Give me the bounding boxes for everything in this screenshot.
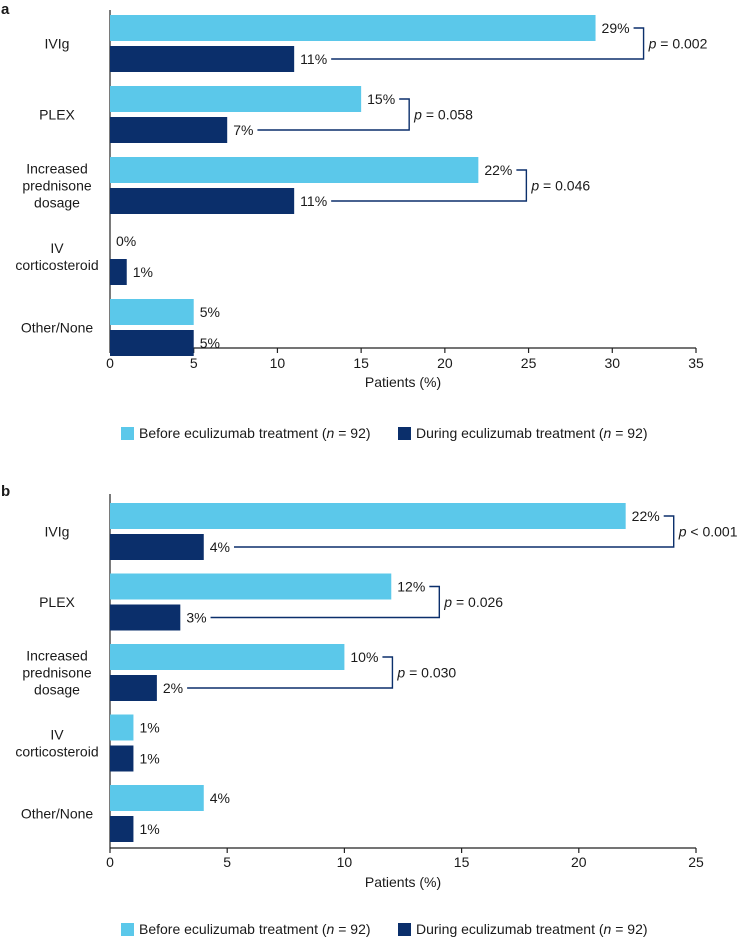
bar-label-during: 11% — [300, 193, 327, 209]
bar-label-during: 3% — [186, 610, 206, 626]
legend-label-during: During eculizumab treatment (n = 92) — [416, 425, 648, 441]
significance-bracket — [331, 169, 528, 202]
bar-label-before: 22% — [484, 162, 512, 178]
bar-before — [110, 86, 362, 112]
category-label: prednisone — [22, 178, 91, 194]
bar-label-during: 1% — [133, 264, 153, 280]
legend: Before eculizumab treatment (n = 92) Duri… — [121, 425, 648, 441]
x-axis-title: Patients (%) — [365, 374, 441, 390]
bar-label-during: 11% — [300, 51, 327, 67]
bar-during — [110, 46, 295, 72]
panel-letter: a — [1, 1, 10, 18]
category-label: Other/None — [21, 320, 94, 336]
category-label: corticosteroid — [15, 257, 98, 273]
bar-before — [110, 15, 596, 41]
bar-during — [110, 117, 228, 143]
p-value-label: p = 0.002 — [648, 36, 708, 52]
category-label: PLEX — [39, 594, 75, 610]
significance-bracket — [331, 27, 645, 60]
bar-label-during: 2% — [163, 680, 183, 696]
category-label: dosage — [34, 195, 80, 211]
bar-label-before: 29% — [602, 20, 630, 36]
legend-swatch-before — [121, 923, 134, 936]
p-value-label: p = 0.058 — [413, 107, 473, 123]
bar-label-before: 15% — [367, 91, 395, 107]
legend: Before eculizumab treatment (n = 92) Duri… — [121, 921, 648, 937]
significance-bracket — [233, 515, 675, 548]
x-tick-label: 30 — [604, 355, 620, 371]
x-tick-label: 20 — [571, 854, 587, 870]
bar-label-before: 12% — [397, 579, 425, 595]
x-axis-title: Patients (%) — [365, 874, 441, 890]
bar-during — [110, 534, 204, 560]
bar-label-before: 22% — [632, 508, 660, 524]
x-tick-label: 0 — [106, 355, 114, 371]
p-value-label: p = 0.030 — [396, 665, 456, 681]
legend-swatch-before — [121, 427, 134, 440]
category-label: IV — [50, 727, 64, 743]
bar-label-during: 1% — [139, 751, 159, 767]
panel-letter: b — [1, 483, 10, 500]
bar-label-during: 4% — [210, 539, 230, 555]
bar-label-before: 4% — [210, 790, 230, 806]
x-tick-label: 35 — [688, 355, 704, 371]
legend-swatch-during — [398, 427, 411, 440]
bar-label-during: 5% — [200, 335, 220, 351]
category-label: IV — [50, 240, 64, 256]
x-tick-label: 15 — [454, 854, 470, 870]
x-tick-label: 5 — [223, 854, 231, 870]
bar-before — [110, 785, 204, 811]
category-label: IVIg — [45, 36, 70, 52]
bar-during — [110, 745, 134, 772]
significance-bracket — [257, 98, 410, 131]
legend-label-before: Before eculizumab treatment (n = 92) — [139, 921, 371, 937]
x-tick-label: 10 — [337, 854, 353, 870]
bar-before — [110, 644, 345, 670]
x-tick-label: 10 — [270, 355, 286, 371]
bar-during — [110, 816, 134, 842]
category-label: Other/None — [21, 806, 94, 822]
chart-panel-b: b 0 5 10 15 20 25 Patients (%) IVIg 22% 4% p < 0.00… — [1, 483, 738, 937]
p-value-label: p = 0.026 — [443, 594, 503, 610]
chart-panel-a: a 0 5 10 15 20 25 30 35 Patients (%) IVIg 29% 11% p =… — [1, 1, 708, 441]
bar-before — [110, 573, 392, 600]
bar-label-before: 10% — [350, 649, 378, 665]
bar-during — [110, 604, 181, 631]
x-tick-label: 25 — [521, 355, 537, 371]
x-tick-label: 25 — [688, 854, 704, 870]
bar-label-during: 7% — [233, 122, 253, 138]
category-label: Increased — [26, 161, 87, 177]
p-value-label: p < 0.001 — [678, 524, 738, 540]
bar-label-during: 1% — [139, 821, 159, 837]
significance-bracket — [187, 656, 394, 689]
x-tick-label: 15 — [353, 355, 369, 371]
significance-bracket — [210, 585, 441, 619]
category-label: PLEX — [39, 107, 75, 123]
category-label: dosage — [34, 682, 80, 698]
category-label: prednisone — [22, 665, 91, 681]
legend-swatch-during — [398, 923, 411, 936]
bar-during — [110, 330, 194, 356]
bar-during — [110, 188, 295, 214]
bar-label-before: 5% — [200, 304, 220, 320]
bar-during — [110, 675, 157, 701]
category-label: corticosteroid — [15, 744, 98, 760]
legend-label-during: During eculizumab treatment (n = 92) — [416, 921, 648, 937]
bar-before — [110, 714, 134, 741]
x-tick-label: 20 — [437, 355, 453, 371]
x-tick-label: 0 — [106, 854, 114, 870]
p-value-label: p = 0.046 — [530, 178, 590, 194]
category-label: IVIg — [45, 524, 70, 540]
bar-before — [110, 299, 194, 325]
bar-label-before: 0% — [116, 233, 136, 249]
legend-label-before: Before eculizumab treatment (n = 92) — [139, 425, 371, 441]
bar-before — [110, 503, 626, 529]
category-label: Increased — [26, 648, 87, 664]
x-tick-label: 5 — [190, 355, 198, 371]
bar-before — [110, 157, 479, 183]
bar-during — [110, 259, 127, 285]
bar-label-before: 1% — [139, 720, 159, 736]
